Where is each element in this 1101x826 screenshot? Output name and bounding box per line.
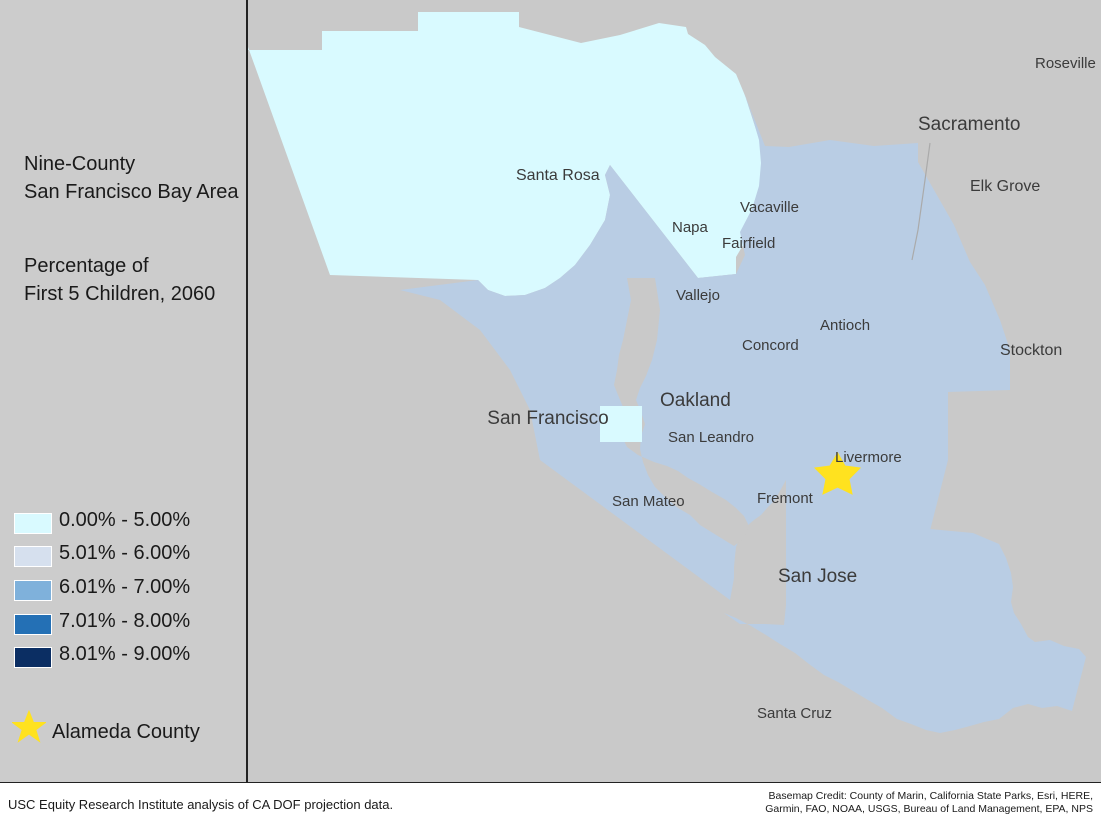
svg-text:Vacaville: Vacaville [740, 199, 799, 216]
svg-text:Sacramento: Sacramento [918, 114, 1020, 135]
svg-text:San Mateo: San Mateo [612, 493, 685, 510]
svg-text:San Jose: San Jose [778, 566, 857, 587]
svg-text:Oakland: Oakland [660, 390, 731, 411]
svg-text:Vallejo: Vallejo [676, 287, 720, 304]
svg-text:Stockton: Stockton [1000, 342, 1062, 359]
svg-text:San Leandro: San Leandro [668, 429, 754, 446]
svg-text:Elk Grove: Elk Grove [970, 178, 1040, 195]
svg-text:Santa Cruz: Santa Cruz [757, 705, 832, 722]
svg-text:Fremont: Fremont [757, 490, 814, 507]
svg-text:Fairfield: Fairfield [722, 235, 775, 252]
svg-text:Napa: Napa [672, 219, 709, 236]
svg-text:Concord: Concord [742, 337, 799, 354]
svg-text:Antioch: Antioch [820, 317, 870, 334]
svg-text:San Francisco: San Francisco [487, 408, 608, 429]
svg-text:Livermore: Livermore [835, 449, 902, 466]
svg-text:Roseville: Roseville [1035, 55, 1096, 72]
svg-text:Santa Rosa: Santa Rosa [516, 167, 600, 184]
